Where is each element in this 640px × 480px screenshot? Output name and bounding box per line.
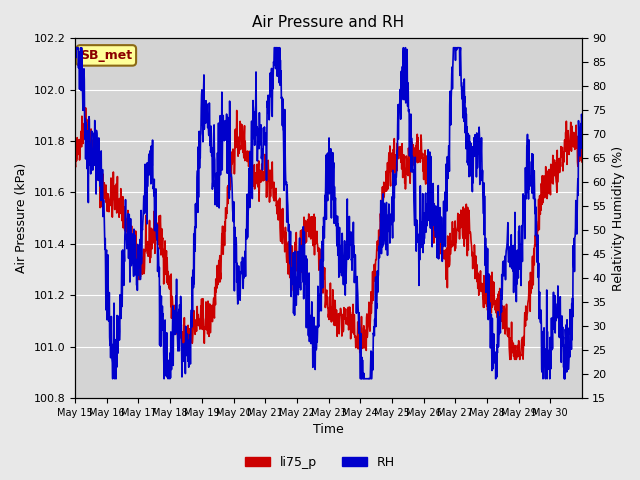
- li75_p: [506, 357, 514, 362]
- RH: [287, 228, 294, 234]
- li75_p: [82, 105, 90, 111]
- RH: [109, 376, 116, 382]
- Legend: li75_p, RH: li75_p, RH: [240, 451, 400, 474]
- li75_p: [307, 226, 314, 232]
- Y-axis label: Relativity Humidity (%): Relativity Humidity (%): [612, 145, 625, 290]
- Title: Air Pressure and RH: Air Pressure and RH: [252, 15, 404, 30]
- li75_p: [297, 269, 305, 275]
- X-axis label: Time: Time: [313, 423, 344, 436]
- RH: [360, 371, 368, 376]
- RH: [71, 45, 79, 50]
- RH: [578, 118, 586, 123]
- li75_p: [578, 159, 586, 165]
- RH: [111, 376, 118, 382]
- li75_p: [131, 258, 139, 264]
- Line: RH: RH: [75, 48, 582, 379]
- RH: [297, 267, 305, 273]
- Line: li75_p: li75_p: [75, 108, 582, 360]
- RH: [131, 243, 139, 249]
- li75_p: [287, 258, 294, 264]
- Y-axis label: Air Pressure (kPa): Air Pressure (kPa): [15, 163, 28, 273]
- li75_p: [111, 207, 118, 213]
- RH: [307, 332, 314, 337]
- li75_p: [360, 323, 368, 329]
- Text: SB_met: SB_met: [80, 49, 132, 62]
- li75_p: [71, 160, 79, 166]
